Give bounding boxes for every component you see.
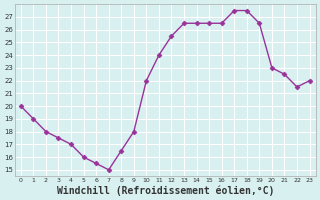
X-axis label: Windchill (Refroidissement éolien,°C): Windchill (Refroidissement éolien,°C) <box>57 185 274 196</box>
